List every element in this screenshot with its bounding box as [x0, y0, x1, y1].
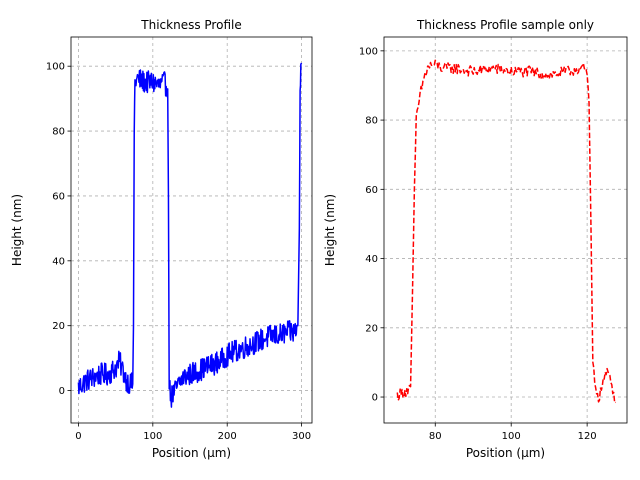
chart-title: Thickness Profile — [140, 18, 241, 32]
x-tick-label: 300 — [292, 431, 311, 442]
y-tick-label: 40 — [365, 254, 378, 265]
plot-frame — [383, 36, 628, 424]
y-tick-label: 60 — [52, 191, 65, 202]
y-axis-label: Height (nm) — [323, 194, 337, 266]
x-axis-label: Position (µm) — [152, 446, 231, 460]
x-tick-label: 100 — [502, 431, 521, 442]
y-tick-label: 40 — [52, 256, 65, 267]
y-axis-label: Height (nm) — [10, 194, 24, 266]
x-tick-label: 200 — [218, 431, 237, 442]
series-line — [396, 59, 617, 404]
y-tick-label: 80 — [365, 116, 378, 127]
x-tick-label: 80 — [429, 431, 442, 442]
plot-frame — [70, 36, 313, 424]
x-tick-label: 0 — [75, 431, 81, 442]
y-tick-label: 100 — [359, 46, 378, 57]
y-tick-label: 0 — [59, 386, 65, 397]
y-tick-label: 100 — [46, 62, 65, 73]
chart-thickness-profile: 0 100 200 300 0 20 40 60 80 100 Thickness Profile P… — [10, 18, 313, 460]
y-tick-label: 20 — [365, 323, 378, 334]
x-tick-label: 120 — [578, 431, 597, 442]
series-line — [77, 62, 303, 408]
y-tick-label: 0 — [372, 393, 378, 404]
y-tick-label: 20 — [52, 321, 65, 332]
y-tick-label: 60 — [365, 185, 378, 196]
x-axis-label: Position (µm) — [466, 446, 545, 460]
x-tick-label: 100 — [143, 431, 162, 442]
chart-thickness-profile-sample-only: 80 100 120 0 20 40 60 80 100 Thickness Profile sa… — [323, 18, 628, 460]
y-tick-label: 80 — [52, 127, 65, 138]
chart-title: Thickness Profile sample only — [416, 18, 594, 32]
